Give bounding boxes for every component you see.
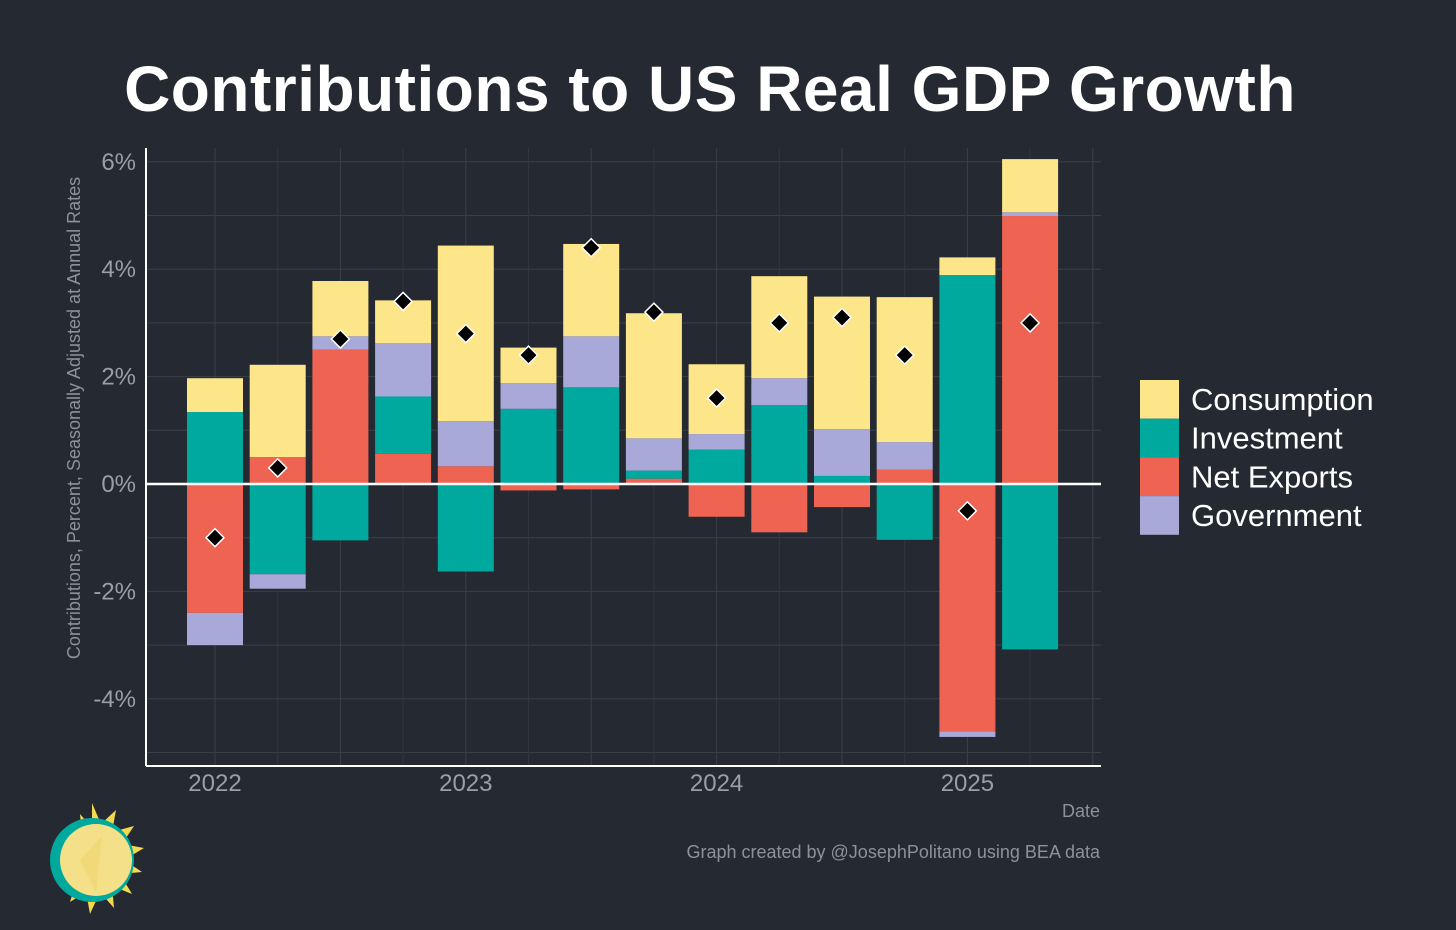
bar-investment-2022-q1 (187, 412, 243, 484)
bar-consumption-2025-q2 (1002, 159, 1059, 213)
legend-swatch-investment (1140, 418, 1179, 458)
total-marker-2024-q3 (831, 307, 853, 328)
bar-investment-2022-q3 (312, 484, 369, 541)
y-tick-label: 0% (101, 471, 136, 498)
legend-swatch-net-exports (1140, 457, 1179, 497)
bar-net-exports-2022-q1 (187, 484, 243, 613)
bar-government-2023-q2 (500, 383, 557, 409)
x-tick-label: 2024 (690, 770, 743, 797)
legend-swatch-government (1140, 496, 1179, 535)
bar-net-exports-2024-q2 (751, 484, 808, 533)
bar-government-2023-q3 (563, 336, 620, 388)
bar-government-2022-q2 (249, 574, 306, 589)
legend-label-government: Government (1191, 498, 1362, 533)
bar-investment-2024-q1 (688, 449, 745, 484)
total-marker-2023-q3 (581, 237, 602, 258)
bar-consumption-2022-q3 (312, 281, 369, 337)
legend-label-net-exports: Net Exports (1191, 459, 1353, 494)
total-markers (204, 237, 1041, 548)
bar-investment-2024-q2 (751, 405, 808, 484)
bar-net-exports-2022-q4 (375, 453, 432, 484)
bar-consumption-2025-q1 (939, 257, 996, 276)
total-marker-2023-q2 (518, 345, 539, 366)
bar-investment-2025-q1 (939, 275, 996, 484)
total-marker-2022-q4 (393, 291, 414, 312)
legend-label-investment: Investment (1191, 421, 1343, 456)
bar-government-2022-q4 (375, 343, 432, 397)
total-marker-2023-q1 (455, 323, 476, 344)
credit-text: Graph created by @JosephPolitano using B… (686, 842, 1100, 862)
y-tick-label: -4% (93, 686, 136, 713)
bar-net-exports-2025-q1 (939, 484, 996, 732)
y-tick-label: 4% (101, 256, 136, 283)
y-tick-label: 6% (101, 149, 136, 176)
legend-swatch-consumption (1140, 380, 1179, 419)
bar-government-2024-q3 (814, 429, 870, 476)
bar-net-exports-2025-q2 (1002, 216, 1059, 485)
bar-investment-2022-q4 (375, 396, 432, 454)
total-marker-2024-q1 (706, 388, 727, 409)
y-tick-labels: 6% 4% 2% 0% -2% -4% (93, 149, 136, 713)
bar-net-exports-2024-q3 (814, 484, 870, 508)
total-marker-2025-q1 (957, 500, 978, 521)
bar-investment-2023-q3 (563, 387, 620, 484)
bar-net-exports-2023-q1 (437, 466, 494, 484)
bar-consumption-2023-q3 (563, 243, 620, 337)
bar-government-2025-q1 (939, 731, 996, 737)
chart-title: Contributions to US Real GDP Growth (124, 53, 1296, 125)
bar-net-exports-2024-q1 (688, 484, 745, 517)
bar-consumption-2024-q4 (876, 297, 933, 443)
x-tick-label: 2022 (188, 770, 241, 797)
axes (145, 148, 1101, 767)
total-marker-2024-q2 (769, 312, 790, 333)
bar-investment-2025-q2 (1002, 484, 1059, 650)
bar-consumption-2023-q4 (625, 313, 682, 439)
total-marker-2022-q1 (204, 527, 226, 548)
bar-government-2022-q1 (187, 612, 243, 646)
x-tick-labels: 2022 2023 2024 2025 (188, 770, 994, 797)
bars (187, 159, 1059, 737)
bar-government-2024-q4 (876, 442, 933, 470)
x-tick-label: 2025 (941, 770, 994, 797)
y-tick-label: 2% (101, 364, 136, 391)
bar-investment-2023-q2 (500, 408, 557, 484)
bar-net-exports-2023-q3 (563, 484, 620, 490)
bar-government-2024-q1 (688, 434, 745, 450)
bar-consumption-2022-q1 (187, 378, 243, 413)
bar-investment-2023-q1 (437, 484, 494, 572)
bar-government-2023-q4 (625, 438, 682, 471)
y-tick-label: -2% (93, 578, 136, 605)
total-marker-2023-q4 (643, 302, 664, 323)
bar-net-exports-2023-q2 (500, 484, 557, 491)
bar-investment-2024-q4 (876, 484, 933, 540)
bar-government-2025-q2 (1002, 212, 1059, 217)
bar-investment-2023-q4 (625, 470, 682, 479)
bar-net-exports-2023-q4 (625, 478, 682, 484)
total-marker-2022-q2 (267, 457, 288, 478)
bar-government-2024-q2 (751, 378, 808, 406)
x-axis-title: Date (1062, 801, 1100, 821)
y-axis-title: Contributions, Percent, Seasonally Adjus… (64, 177, 84, 659)
bar-investment-2022-q2 (249, 484, 306, 575)
bar-investment-2024-q3 (814, 475, 870, 484)
total-marker-2025-q2 (1020, 312, 1041, 333)
total-marker-2024-q4 (894, 345, 915, 366)
bar-government-2023-q1 (437, 421, 494, 467)
legend-label-consumption: Consumption (1191, 382, 1374, 417)
sun-logo (50, 803, 144, 914)
bar-net-exports-2022-q3 (312, 349, 369, 484)
x-tick-label: 2023 (439, 770, 492, 797)
total-marker-2022-q3 (330, 328, 351, 350)
bar-net-exports-2024-q4 (876, 469, 933, 484)
bar-consumption-2022-q2 (249, 364, 306, 458)
